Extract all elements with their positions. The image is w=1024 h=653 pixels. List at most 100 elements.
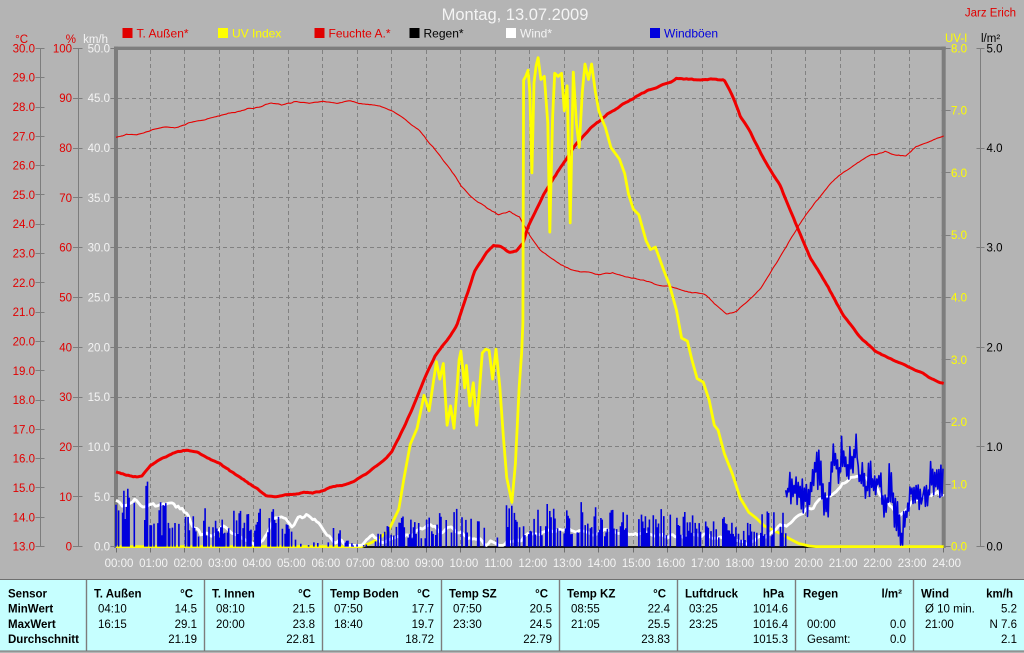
svg-text:T. Innen: T. Innen (212, 589, 255, 601)
svg-text:00:00: 00:00 (105, 558, 134, 570)
svg-text:22.81: 22.81 (286, 634, 315, 646)
svg-text:27.0: 27.0 (13, 131, 35, 143)
svg-text:0: 0 (66, 542, 72, 554)
svg-text:30: 30 (59, 392, 72, 404)
svg-text:°C: °C (298, 589, 311, 601)
svg-text:80: 80 (59, 143, 72, 155)
svg-text:l/m²: l/m² (882, 589, 903, 601)
svg-text:Regen*: Regen* (424, 27, 464, 41)
svg-text:UV-I: UV-I (945, 33, 967, 45)
svg-text:23:00: 23:00 (898, 558, 927, 570)
svg-text:02:00: 02:00 (174, 558, 203, 570)
svg-text:4.0: 4.0 (987, 143, 1003, 155)
svg-text:07:50: 07:50 (334, 604, 363, 616)
svg-text:08:00: 08:00 (381, 558, 410, 570)
svg-text:30.0: 30.0 (13, 43, 35, 55)
svg-text:17.0: 17.0 (13, 424, 35, 436)
svg-text:14:00: 14:00 (587, 558, 616, 570)
svg-text:40: 40 (59, 342, 72, 354)
svg-text:Wind*: Wind* (520, 27, 552, 41)
svg-text:7.0: 7.0 (951, 106, 967, 118)
svg-text:20:00: 20:00 (216, 619, 245, 631)
svg-text:Feuchte A.*: Feuchte A.* (329, 27, 391, 41)
svg-text:21:00: 21:00 (925, 619, 954, 631)
svg-text:Montag, 13.07.2009: Montag, 13.07.2009 (442, 6, 589, 24)
svg-text:13:00: 13:00 (553, 558, 582, 570)
svg-text:10: 10 (59, 492, 72, 504)
svg-text:40.0: 40.0 (88, 143, 110, 155)
svg-text:20.0: 20.0 (13, 337, 35, 349)
svg-text:hPa: hPa (763, 589, 785, 601)
svg-text:18:00: 18:00 (725, 558, 754, 570)
svg-text:26.0: 26.0 (13, 161, 35, 173)
svg-text:15.0: 15.0 (13, 483, 35, 495)
svg-text:50.0: 50.0 (88, 43, 110, 55)
svg-text:21.0: 21.0 (13, 307, 35, 319)
svg-text:23.83: 23.83 (641, 634, 670, 646)
svg-text:07:50: 07:50 (453, 604, 482, 616)
svg-text:70: 70 (59, 193, 72, 205)
svg-text:17:00: 17:00 (691, 558, 720, 570)
svg-text:16:15: 16:15 (98, 619, 127, 631)
svg-text:24.5: 24.5 (530, 619, 552, 631)
svg-text:04:10: 04:10 (98, 604, 127, 616)
svg-text:0.0: 0.0 (890, 619, 906, 631)
svg-text:25.0: 25.0 (13, 190, 35, 202)
svg-text:1016.4: 1016.4 (753, 619, 789, 631)
svg-text:00:00: 00:00 (807, 619, 836, 631)
svg-text:1014.6: 1014.6 (753, 604, 788, 616)
svg-text:1015.3: 1015.3 (753, 634, 788, 646)
svg-text:29.0: 29.0 (13, 73, 35, 85)
svg-text:20: 20 (59, 442, 72, 454)
svg-text:0.0: 0.0 (951, 542, 967, 554)
svg-text:07:00: 07:00 (346, 558, 375, 570)
svg-text:°C: °C (417, 589, 430, 601)
svg-text:20.5: 20.5 (530, 604, 552, 616)
svg-text:09:00: 09:00 (415, 558, 444, 570)
svg-text:18:40: 18:40 (334, 619, 363, 631)
svg-text:100: 100 (53, 43, 72, 55)
svg-text:10.0: 10.0 (88, 442, 110, 454)
svg-text:05:00: 05:00 (277, 558, 306, 570)
svg-text:20.0: 20.0 (88, 342, 110, 354)
svg-text:0.0: 0.0 (94, 542, 110, 554)
svg-text:15.0: 15.0 (88, 392, 110, 404)
svg-text:Sensor: Sensor (8, 589, 48, 601)
svg-text:20:00: 20:00 (794, 558, 823, 570)
svg-text:22:00: 22:00 (863, 558, 892, 570)
svg-text:Ø 10 min.: Ø 10 min. (925, 604, 975, 616)
svg-text:5.2: 5.2 (1001, 604, 1017, 616)
svg-text:MinWert: MinWert (8, 604, 53, 616)
svg-text:Windböen: Windböen (664, 27, 718, 41)
svg-text:2.1: 2.1 (1001, 634, 1017, 646)
svg-text:Temp SZ: Temp SZ (449, 589, 497, 601)
svg-text:19.7: 19.7 (412, 619, 434, 631)
svg-text:UV Index: UV Index (232, 27, 281, 41)
svg-text:°C: °C (180, 589, 193, 601)
svg-text:°C: °C (15, 34, 28, 46)
svg-text:°C: °C (653, 589, 666, 601)
svg-text:22.0: 22.0 (13, 278, 35, 290)
svg-text:0.0: 0.0 (890, 634, 906, 646)
svg-text:%: % (66, 34, 76, 46)
svg-text:Jarz Erich: Jarz Erich (965, 8, 1016, 20)
svg-text:10:00: 10:00 (450, 558, 479, 570)
svg-text:Luftdruck: Luftdruck (685, 589, 739, 601)
svg-text:8.0: 8.0 (951, 43, 967, 55)
svg-text:6.0: 6.0 (951, 168, 967, 180)
svg-text:2.0: 2.0 (951, 417, 967, 429)
svg-text:23:30: 23:30 (453, 619, 482, 631)
svg-text:24:00: 24:00 (932, 558, 961, 570)
svg-text:18.72: 18.72 (405, 634, 434, 646)
svg-text:1.0: 1.0 (987, 442, 1003, 454)
svg-text:29.1: 29.1 (175, 619, 197, 631)
svg-text:T. Außen*: T. Außen* (137, 27, 189, 41)
svg-text:06:00: 06:00 (312, 558, 341, 570)
svg-text:N 7.6: N 7.6 (990, 619, 1018, 631)
svg-text:35.0: 35.0 (88, 193, 110, 205)
svg-text:MaxWert: MaxWert (8, 619, 56, 631)
svg-text:Regen: Regen (803, 589, 838, 601)
svg-text:3.0: 3.0 (987, 243, 1003, 255)
svg-text:21.19: 21.19 (168, 634, 197, 646)
svg-text:Gesamt:: Gesamt: (807, 634, 850, 646)
